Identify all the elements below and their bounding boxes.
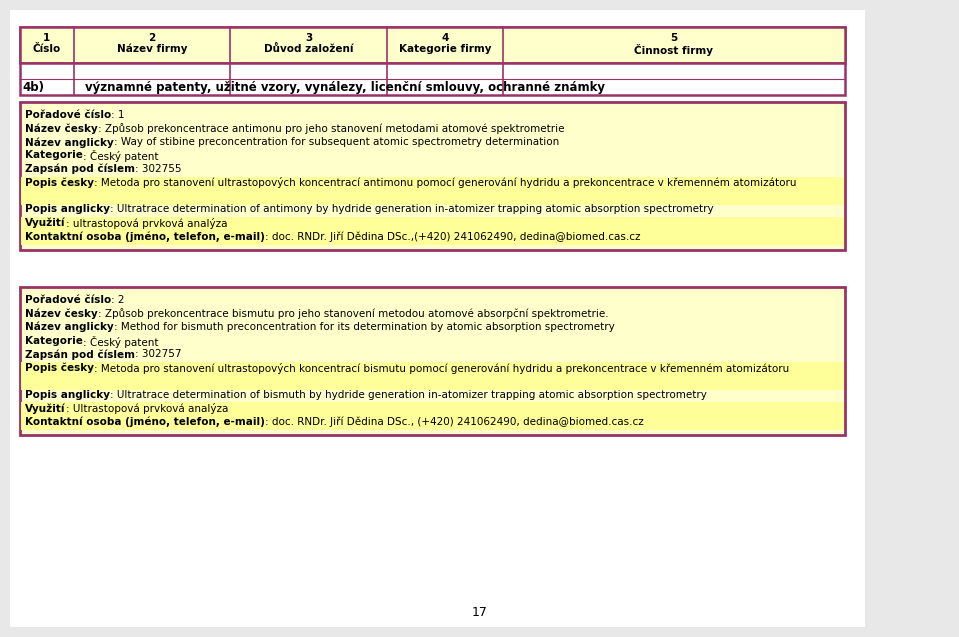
- Text: : ultrastopová prvková analýza: : ultrastopová prvková analýza: [65, 218, 227, 229]
- Text: Využití: Využití: [25, 403, 65, 413]
- Text: : Method for bismuth preconcentration for its determination by atomic absorption: : Method for bismuth preconcentration fo…: [114, 322, 615, 332]
- Text: Název anglicky: Název anglicky: [25, 322, 114, 333]
- Text: 1: 1: [43, 33, 51, 43]
- FancyBboxPatch shape: [20, 27, 845, 95]
- Text: : 302755: : 302755: [135, 164, 181, 174]
- Text: Kategorie firmy: Kategorie firmy: [399, 44, 491, 54]
- Text: Kontaktní osoba (jméno, telefon, e-mail): Kontaktní osoba (jméno, telefon, e-mail): [25, 417, 265, 427]
- Text: : Ultratrace determination of bismuth by hydride generation in-atomizer trapping: : Ultratrace determination of bismuth by…: [110, 389, 707, 399]
- Text: Zapsán pod číslem: Zapsán pod číslem: [25, 349, 135, 359]
- Text: Kontaktní osoba (jméno, telefon, e-mail): Kontaktní osoba (jméno, telefon, e-mail): [25, 231, 265, 242]
- Text: 17: 17: [472, 606, 488, 619]
- Text: 4: 4: [441, 33, 449, 43]
- Text: : Ultratrace determination of antimony by hydride generation in-atomizer trappin: : Ultratrace determination of antimony b…: [110, 204, 713, 215]
- FancyBboxPatch shape: [21, 402, 844, 417]
- Text: Pořadové číslo: Pořadové číslo: [25, 295, 111, 305]
- Text: Název anglicky: Název anglicky: [25, 137, 114, 148]
- Text: Pořadové číslo: Pořadové číslo: [25, 110, 111, 120]
- Text: : 1: : 1: [111, 110, 125, 120]
- Text: : 2: : 2: [111, 295, 125, 305]
- Text: významné patenty, užitné vzory, vynálezy, licenční smlouvy, ochranné známky: významné patenty, užitné vzory, vynálezy…: [85, 81, 605, 94]
- FancyBboxPatch shape: [21, 176, 844, 204]
- FancyBboxPatch shape: [10, 10, 865, 627]
- Text: : Český patent: : Český patent: [82, 150, 158, 162]
- Text: : Způsob prekoncentrace bismutu pro jeho stanovení metodou atomové absorpční spe: : Způsob prekoncentrace bismutu pro jeho…: [98, 308, 608, 319]
- Text: Činnost firmy: Činnost firmy: [634, 44, 713, 56]
- Text: : Český patent: : Český patent: [82, 336, 158, 348]
- Text: : doc. RNDr. Jiří Dědina DSc., (+420) 241062490, dedina@biomed.cas.cz: : doc. RNDr. Jiří Dědina DSc., (+420) 24…: [265, 417, 643, 427]
- Text: Popis anglicky: Popis anglicky: [25, 389, 110, 399]
- FancyBboxPatch shape: [20, 287, 845, 435]
- Text: : Metoda pro stanovení ultrastopových koncentrací antimonu pomocí generování hyd: : Metoda pro stanovení ultrastopových ko…: [94, 178, 797, 189]
- Text: : Způsob prekoncentrace antimonu pro jeho stanovení metodami atomové spektrometr: : Způsob prekoncentrace antimonu pro jeh…: [98, 124, 564, 134]
- FancyBboxPatch shape: [20, 27, 845, 63]
- Text: Popis česky: Popis česky: [25, 178, 94, 188]
- Text: : doc. RNDr. Jiří Dědina DSc.,(+420) 241062490, dedina@biomed.cas.cz: : doc. RNDr. Jiří Dědina DSc.,(+420) 241…: [265, 231, 641, 242]
- Text: 4b): 4b): [22, 81, 44, 94]
- Text: 5: 5: [670, 33, 677, 43]
- FancyBboxPatch shape: [21, 217, 844, 231]
- Text: Popis česky: Popis česky: [25, 362, 94, 373]
- Text: Využití: Využití: [25, 218, 65, 229]
- Text: Popis anglicky: Popis anglicky: [25, 204, 110, 215]
- Text: Důvod založení: Důvod založení: [264, 44, 354, 54]
- Text: 3: 3: [305, 33, 313, 43]
- FancyBboxPatch shape: [21, 362, 844, 389]
- Text: Zapsán pod číslem: Zapsán pod číslem: [25, 164, 135, 175]
- Text: : Ultrastopová prvková analýza: : Ultrastopová prvková analýza: [65, 403, 228, 414]
- Text: Číslo: Číslo: [33, 44, 61, 54]
- FancyBboxPatch shape: [20, 102, 845, 250]
- Text: : 302757: : 302757: [135, 349, 181, 359]
- Text: Název firmy: Název firmy: [117, 44, 187, 55]
- Text: Kategorie: Kategorie: [25, 336, 82, 345]
- Text: Název česky: Název česky: [25, 124, 98, 134]
- FancyBboxPatch shape: [21, 231, 844, 245]
- Text: 2: 2: [149, 33, 155, 43]
- Text: Název česky: Název česky: [25, 308, 98, 319]
- Text: : Metoda pro stanovení ultrastopových koncentrací bismutu pomocí generování hydr: : Metoda pro stanovení ultrastopových ko…: [94, 362, 789, 373]
- FancyBboxPatch shape: [21, 415, 844, 430]
- Text: Kategorie: Kategorie: [25, 150, 82, 161]
- Text: : Way of stibine preconcentration for subsequent atomic spectrometry determinati: : Way of stibine preconcentration for su…: [114, 137, 559, 147]
